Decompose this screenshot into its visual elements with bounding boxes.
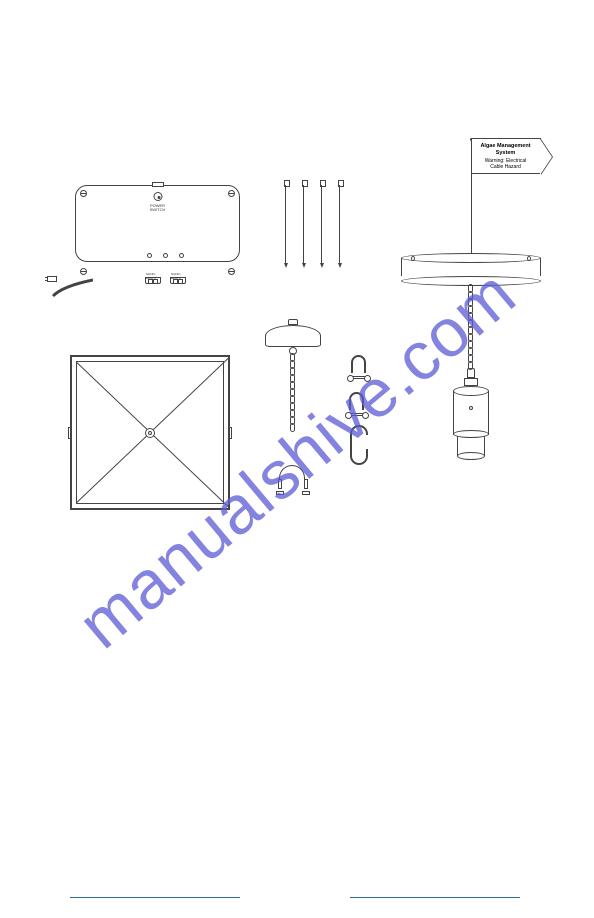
- shackle-diagram: [346, 392, 368, 420]
- cable-ties-diagram: [285, 180, 350, 270]
- plug-icon: [47, 276, 57, 282]
- float-hanger-diagram: [258, 325, 328, 495]
- power-switch-icon: [153, 192, 162, 201]
- led-icon: [147, 253, 152, 258]
- shackle-diagram: [348, 355, 370, 383]
- flag-warn-2: Cable Hazard: [490, 164, 521, 170]
- screw-icon: [80, 190, 87, 197]
- top-port: [152, 182, 164, 187]
- base-plate-diagram: [70, 355, 230, 510]
- warning-flag: Algae Management System Warning: Electri…: [471, 138, 541, 174]
- port-label: HEAD 1: [145, 276, 156, 280]
- plate-inner: [76, 361, 224, 504]
- screw-icon: [228, 268, 235, 275]
- box-body: POWER SWITCH SONIC SONIC HEAD 1 HEAD 2: [75, 185, 240, 262]
- port-label: HEAD 2: [170, 276, 181, 280]
- flag-title-1: Algae Management: [480, 143, 530, 149]
- footer-rule: [350, 897, 520, 898]
- chain-icon: [290, 355, 296, 432]
- power-cord-icon: [43, 248, 93, 298]
- switch-label-2: SWITCH: [150, 207, 166, 212]
- screw-icon: [228, 190, 235, 197]
- carabiner-diagram: [350, 425, 368, 465]
- side-tab: [68, 427, 71, 439]
- footer-rule: [70, 897, 240, 898]
- buoy-assembly-diagram: Algae Management System Warning: Electri…: [398, 128, 543, 508]
- control-box-diagram: POWER SWITCH SONIC SONIC HEAD 1 HEAD 2: [75, 185, 240, 280]
- flag-title-2: System: [496, 150, 516, 156]
- center-hole-icon: [145, 428, 155, 438]
- switch-label: POWER SWITCH: [150, 204, 166, 212]
- flag-text: Algae Management System Warning: Electri…: [476, 143, 536, 169]
- led-icon: [163, 253, 168, 258]
- chain-icon: [468, 286, 474, 370]
- led-icon: [179, 253, 184, 258]
- float-body: [265, 325, 321, 347]
- sonic-head-diagram: [453, 368, 489, 463]
- ubolt-icon: [276, 465, 310, 495]
- side-tab: [229, 427, 232, 439]
- buoy-float: [401, 253, 541, 286]
- manual-page: manualshive.com POWER SWITCH SONIC SONIC…: [0, 0, 594, 918]
